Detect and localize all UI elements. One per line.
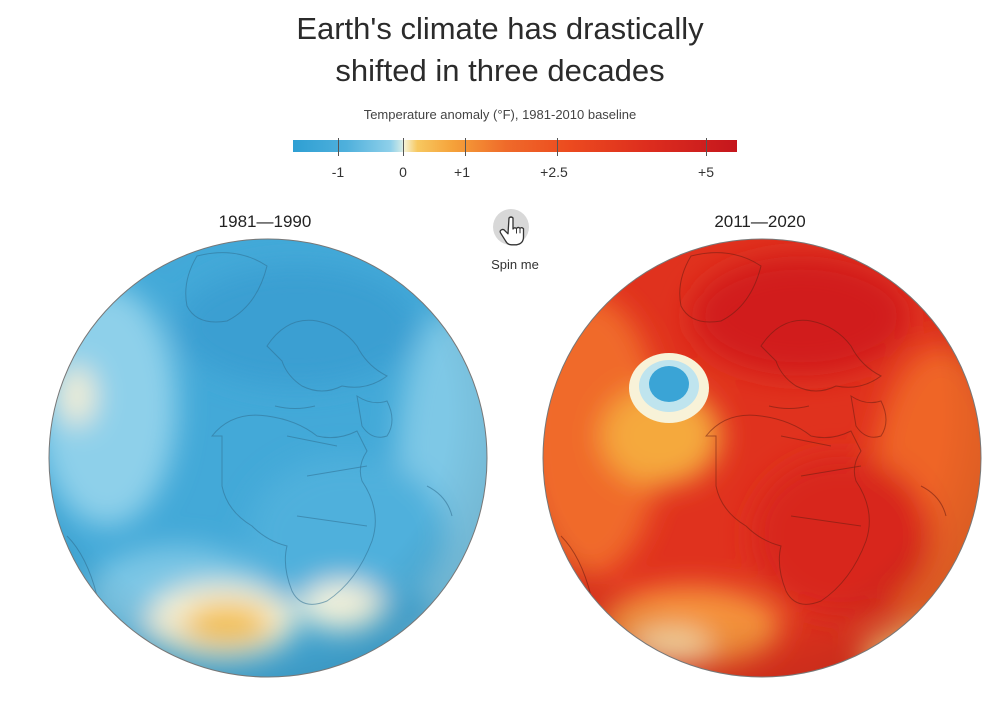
tick-mark-plus5 bbox=[706, 138, 707, 156]
tick-mark-minus1 bbox=[338, 138, 339, 156]
right-globe-title: 2011—2020 bbox=[714, 212, 806, 231]
legend-subtitle: Temperature anomaly (°F), 1981-2010 base… bbox=[363, 107, 637, 122]
left-globe-title: 1981—1990 bbox=[218, 212, 312, 231]
tick-label-plus5: +5 bbox=[698, 164, 714, 180]
globe-1981-1990[interactable] bbox=[47, 236, 489, 680]
tick-label-plus2-5: +2.5 bbox=[540, 164, 568, 180]
hand-pointer-icon bbox=[493, 209, 529, 246]
title-line-1: Earth's climate has drastically bbox=[296, 11, 704, 46]
spin-me-label: Spin me bbox=[491, 257, 539, 272]
spin-me-button[interactable]: Spin me bbox=[470, 206, 560, 272]
title-line-2: shifted in three decades bbox=[335, 53, 665, 88]
tick-label-plus1: +1 bbox=[454, 164, 470, 180]
page-title: Earth's climate has drastically shifted … bbox=[0, 8, 1000, 92]
tick-mark-plus2-5 bbox=[557, 138, 558, 156]
globe-2011-2020[interactable] bbox=[541, 236, 983, 680]
tick-mark-0 bbox=[403, 138, 404, 156]
color-scale-bar bbox=[293, 140, 737, 152]
tick-mark-plus1 bbox=[465, 138, 466, 156]
tick-label-0: 0 bbox=[399, 164, 407, 180]
color-scale-legend: -1 0 +1 +2.5 +5 bbox=[293, 138, 737, 188]
tick-label-minus1: -1 bbox=[331, 164, 345, 180]
